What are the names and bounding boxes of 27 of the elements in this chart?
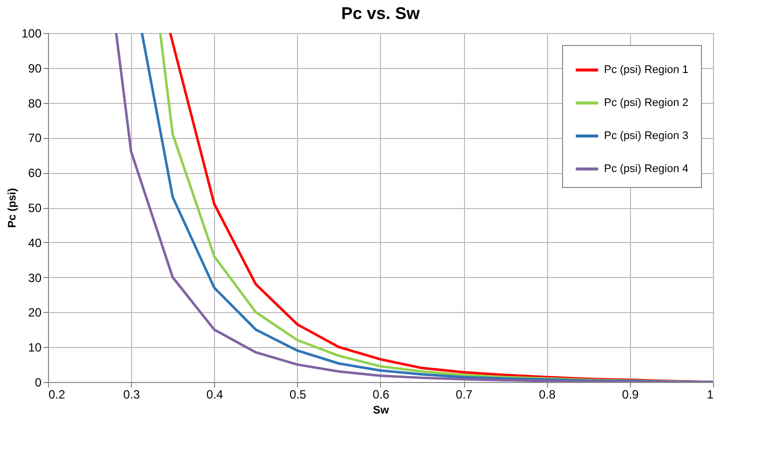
legend-label: Pc (psi) Region 2 [604, 97, 688, 109]
legend-label: Pc (psi) Region 1 [604, 64, 688, 76]
x-tick-label: 0.8 [538, 388, 556, 402]
y-tick-label: 50 [28, 201, 42, 215]
legend-label: Pc (psi) Region 4 [604, 163, 688, 175]
chart-title: Pc vs. Sw [341, 4, 420, 23]
x-tick-label: 0.2 [48, 388, 66, 402]
x-tick-label: 0.3 [123, 388, 140, 402]
x-axis-title: Sw [373, 404, 390, 416]
x-tick-label: 0.5 [290, 388, 307, 402]
x-tick-label: 0.7 [456, 388, 473, 402]
y-axis-title: Pc (psi) [6, 188, 18, 228]
y-tick-label: 30 [28, 270, 42, 285]
y-tick-label: 80 [28, 96, 42, 110]
y-tick-label: 70 [28, 131, 42, 146]
y-tick-label: 20 [28, 306, 42, 320]
x-tick-label: 0.9 [622, 388, 640, 402]
y-tick-label: 100 [21, 26, 42, 40]
x-tick-label: 0.6 [372, 388, 390, 402]
legend-label: Pc (psi) Region 3 [604, 130, 688, 142]
y-tick-label: 10 [28, 340, 42, 355]
y-tick-label: 90 [28, 61, 42, 76]
y-tick-label: 0 [34, 376, 42, 390]
y-tick-label: 40 [28, 236, 42, 250]
x-tick-label: 0.4 [206, 388, 224, 402]
x-tick-label: 1 [706, 388, 714, 402]
y-tick-label: 60 [28, 166, 42, 180]
